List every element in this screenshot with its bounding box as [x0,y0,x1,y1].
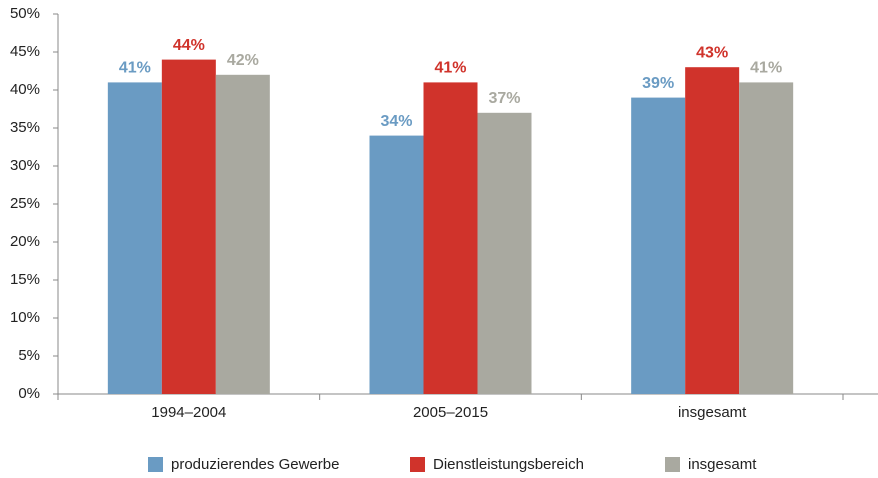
y-tick-label: 45% [10,43,40,60]
legend-swatch [410,457,425,472]
x-tick-label: 1994–2004 [151,404,226,421]
legend-swatch [148,457,163,472]
y-tick-label: 0% [18,385,40,402]
y-tick-label: 20% [10,233,40,250]
y-tick-label: 25% [10,195,40,212]
value-label: 41% [750,60,782,77]
bar [369,135,424,394]
bar [423,82,478,395]
x-tick-label: 2005–2015 [413,404,488,421]
y-tick-label: 5% [18,347,40,364]
bar [739,82,794,395]
bar [161,59,216,394]
legend-label: produzierendes Gewerbe [171,456,339,473]
value-label: 42% [227,52,259,69]
legend-label: insgesamt [688,456,757,473]
x-tick-label: insgesamt [678,404,747,421]
bar [685,67,740,394]
y-tick-label: 10% [10,309,40,326]
bar [631,97,686,394]
legend-label: Dienstleistungsbereich [433,456,584,473]
value-label: 44% [173,37,205,54]
bar [215,74,270,395]
y-tick-label: 30% [10,157,40,174]
value-label: 39% [642,75,674,92]
value-label: 34% [380,113,412,130]
value-label: 41% [434,60,466,77]
bar [107,82,162,395]
y-tick-label: 35% [10,119,40,136]
y-tick-label: 50% [10,5,40,22]
legend-swatch [665,457,680,472]
value-label: 43% [696,44,728,61]
bar [477,112,532,395]
y-tick-label: 15% [10,271,40,288]
value-label: 41% [119,60,151,77]
y-tick-label: 40% [10,81,40,98]
value-label: 37% [488,90,520,107]
